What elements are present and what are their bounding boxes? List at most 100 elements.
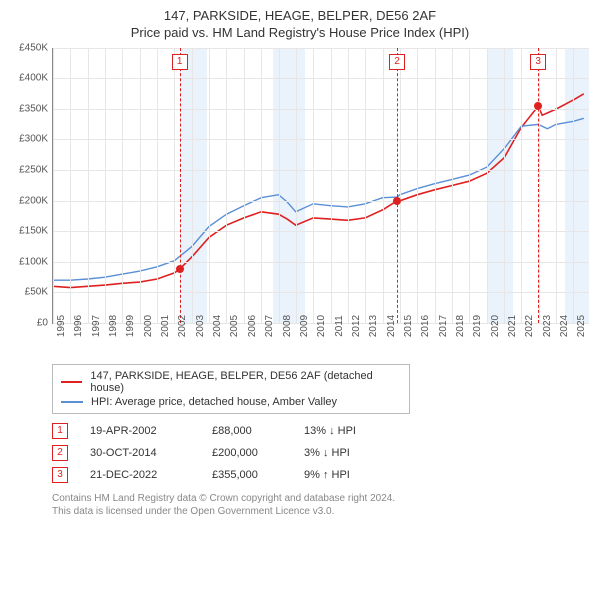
legend-swatch [61,381,82,383]
event-marker-badge: 3 [530,54,546,70]
gridline-v [209,48,210,323]
event-marker-badge: 2 [389,54,405,70]
event-delta: 3% ↓ HPI [304,447,394,459]
gridline-v [244,48,245,323]
x-axis-label: 2013 [368,315,379,337]
x-axis-label: 2001 [160,315,171,337]
x-axis-label: 2017 [438,315,449,337]
event-price: £200,000 [212,447,282,459]
gridline-v [296,48,297,323]
y-axis-label: £150K [12,226,48,237]
legend-label: 147, PARKSIDE, HEAGE, BELPER, DE56 2AF (… [90,370,401,394]
event-marker-dot [534,102,542,110]
gridline-h [53,292,589,293]
gridline-h [53,170,589,171]
event-marker-line [397,48,398,323]
x-axis-label: 2023 [542,315,553,337]
x-axis-label: 2016 [420,315,431,337]
event-date: 21-DEC-2022 [90,469,190,481]
x-axis-label: 2003 [195,315,206,337]
y-axis-label: £350K [12,103,48,114]
footnote-line: This data is licensed under the Open Gov… [52,505,588,518]
gridline-v [279,48,280,323]
gridline-v [70,48,71,323]
line-series-svg [53,48,589,323]
gridline-h [53,201,589,202]
x-axis-label: 2006 [247,315,258,337]
chart-area: 123 £0£50K£100K£150K£200K£250K£300K£350K… [12,48,588,358]
x-axis-label: 2007 [264,315,275,337]
gridline-v [400,48,401,323]
event-list: 119-APR-2002£88,00013% ↓ HPI230-OCT-2014… [52,420,588,486]
gridline-v [365,48,366,323]
x-axis-label: 2018 [455,315,466,337]
event-marker-dot [393,197,401,205]
event-badge: 3 [52,467,68,483]
y-axis-label: £50K [12,287,48,298]
x-axis-label: 2008 [282,315,293,337]
gridline-v [122,48,123,323]
x-axis-label: 1998 [108,315,119,337]
plot-region: 1 2 3 [52,48,589,324]
event-marker-line [538,48,539,323]
y-axis-label: £200K [12,195,48,206]
event-row: 230-OCT-2014£200,0003% ↓ HPI [52,442,588,464]
chart-subtitle: Price paid vs. HM Land Registry's House … [12,25,588,42]
x-axis-label: 2014 [386,315,397,337]
gridline-h [53,78,589,79]
x-axis-label: 2021 [507,315,518,337]
y-axis-label: £100K [12,256,48,267]
gridline-v [331,48,332,323]
x-axis-label: 2019 [472,315,483,337]
footnote-line: Contains HM Land Registry data © Crown c… [52,492,588,505]
event-delta: 13% ↓ HPI [304,425,394,437]
gridline-v [174,48,175,323]
y-axis-label: £0 [12,317,48,328]
gridline-v [452,48,453,323]
event-row: 119-APR-2002£88,00013% ↓ HPI [52,420,588,442]
x-axis-label: 2015 [403,315,414,337]
x-axis-label: 1999 [125,315,136,337]
gridline-v [140,48,141,323]
gridline-h [53,48,589,49]
gridline-v [556,48,557,323]
gridline-v [504,48,505,323]
gridline-v [88,48,89,323]
x-axis-label: 1997 [91,315,102,337]
gridline-v [157,48,158,323]
gridline-v [192,48,193,323]
gridline-v [105,48,106,323]
chart-container: 147, PARKSIDE, HEAGE, BELPER, DE56 2AF P… [0,0,600,590]
event-row: 321-DEC-2022£355,0009% ↑ HPI [52,464,588,486]
gridline-v [53,48,54,323]
legend-item: HPI: Average price, detached house, Ambe… [61,395,401,409]
event-marker-badge: 1 [172,54,188,70]
gridline-v [417,48,418,323]
x-axis-label: 1996 [73,315,84,337]
footnote: Contains HM Land Registry data © Crown c… [52,492,588,518]
event-date: 19-APR-2002 [90,425,190,437]
y-axis-label: £300K [12,134,48,145]
gridline-h [53,139,589,140]
y-axis-label: £450K [12,42,48,53]
gridline-v [521,48,522,323]
gridline-v [487,48,488,323]
x-axis-label: 2004 [212,315,223,337]
x-axis-label: 2000 [143,315,154,337]
gridline-v [313,48,314,323]
x-axis-label: 1995 [56,315,67,337]
event-delta: 9% ↑ HPI [304,469,394,481]
gridline-h [53,109,589,110]
gridline-v [383,48,384,323]
event-marker-line [180,48,181,323]
x-axis-label: 2010 [316,315,327,337]
gridline-v [226,48,227,323]
x-axis-label: 2025 [576,315,587,337]
legend-item: 147, PARKSIDE, HEAGE, BELPER, DE56 2AF (… [61,369,401,395]
y-axis-label: £400K [12,73,48,84]
gridline-v [261,48,262,323]
gridline-v [348,48,349,323]
x-axis-label: 2012 [351,315,362,337]
gridline-h [53,262,589,263]
gridline-v [573,48,574,323]
